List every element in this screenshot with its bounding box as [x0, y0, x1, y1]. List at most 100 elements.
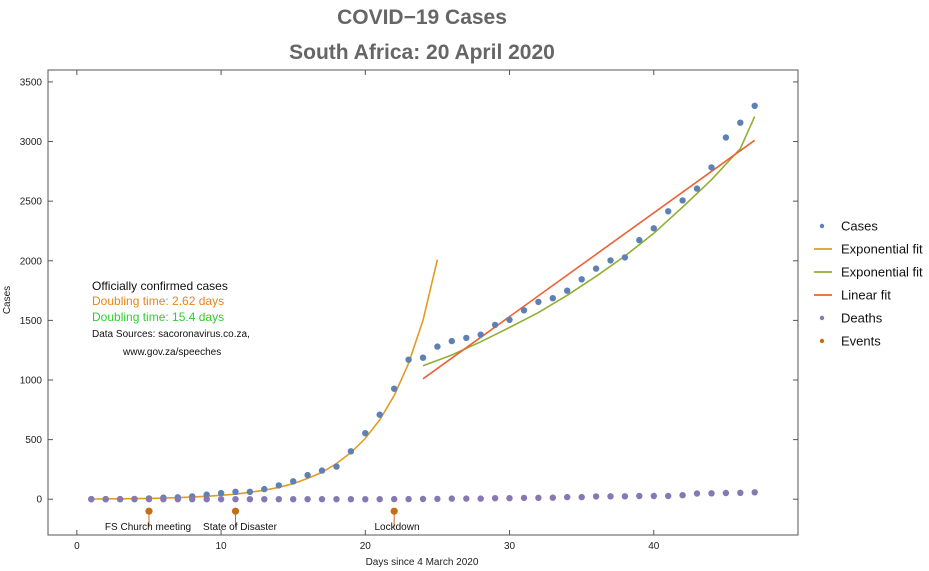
point-cases: [391, 385, 398, 392]
axis-ticks: 0 10 20 30 40 0 500 1000 1500 2000 2500 3000 3500: [20, 70, 798, 552]
point-deaths: [665, 492, 672, 500]
point-cases: [737, 119, 744, 126]
chart-title: COVID−19 Cases: [337, 6, 507, 29]
point-deaths: [636, 492, 643, 500]
point-cases: [261, 485, 268, 493]
legend-label-deaths: Deaths: [841, 311, 883, 326]
point-deaths: [131, 496, 138, 503]
point-deaths: [607, 493, 614, 500]
point-cases: [246, 488, 254, 495]
point-cases: [203, 491, 210, 498]
point-deaths: [318, 496, 326, 503]
point-deaths: [506, 495, 513, 502]
point-cases: [463, 334, 470, 342]
point-deaths: [737, 489, 744, 496]
point-cases: [592, 265, 600, 272]
point-deaths: [333, 496, 340, 503]
point-cases: [636, 236, 643, 244]
point-deaths: [693, 490, 701, 497]
series-line-exponential-fit-2: [422, 116, 756, 367]
point-deaths: [189, 496, 196, 503]
point-cases: [708, 164, 715, 171]
point-deaths: [535, 494, 542, 501]
y-tick-label: 2500: [20, 197, 43, 208]
point-cases: [217, 489, 225, 497]
point-deaths: [275, 496, 282, 503]
point-cases: [693, 185, 701, 192]
point-deaths: [160, 496, 167, 503]
point-deaths: [203, 496, 210, 503]
plot-frame: [47, 69, 799, 536]
point-cases: [376, 411, 383, 418]
point-cases: [722, 134, 730, 141]
point-cases: [448, 337, 455, 345]
legend-label-linear-fit: Linear fit: [841, 288, 891, 303]
point-cases: [405, 356, 412, 363]
y-axis-label: Cases: [2, 286, 13, 314]
y-tick-label: 1500: [20, 316, 43, 327]
point-deaths: [232, 496, 239, 503]
point-deaths: [751, 489, 758, 496]
legend-marker-events: [819, 338, 825, 344]
point-cases: [434, 343, 441, 350]
point-deaths: [679, 492, 686, 499]
point-deaths: [650, 492, 657, 500]
event-label-fs-church-meeting: FS Church meeting: [105, 522, 191, 533]
point-deaths: [261, 496, 268, 503]
point-deaths: [145, 496, 153, 503]
point-cases: [347, 448, 355, 455]
point-deaths: [592, 493, 600, 500]
point-cases: [751, 102, 758, 110]
event-labels: FS Church meeting State of Disaster Lockdo…: [105, 511, 420, 533]
legend: Cases Exponential fit Exponential fit Linea…: [814, 219, 923, 349]
point-cases: [477, 331, 484, 338]
point-cases: [578, 276, 585, 283]
point-cases: [607, 257, 614, 264]
point-cases: [679, 197, 686, 204]
point-deaths: [520, 494, 528, 502]
point-deaths: [434, 495, 441, 503]
point-cases: [621, 254, 629, 261]
legend-label-events: Events: [841, 334, 881, 349]
series-line-linear-fit-3: [422, 139, 756, 380]
point-cases: [665, 208, 672, 215]
annotation-data-sources-2: www.gov.za/speeches: [122, 347, 221, 358]
x-tick-label: 0: [74, 541, 80, 552]
x-tick-label: 20: [360, 541, 372, 552]
point-deaths: [448, 495, 455, 502]
point-deaths: [708, 490, 715, 497]
point-cases: [549, 295, 556, 302]
point-cases: [318, 467, 326, 474]
point-deaths: [102, 496, 109, 503]
legend-marker-deaths: [819, 315, 825, 321]
event-label-lockdown: Lockdown: [374, 522, 419, 533]
x-tick-label: 10: [216, 541, 228, 552]
y-tick-label: 0: [36, 495, 42, 506]
point-deaths: [419, 495, 427, 503]
point-cases: [333, 463, 340, 470]
point-deaths: [174, 496, 181, 503]
point-deaths: [304, 496, 311, 503]
point-cases: [535, 298, 542, 306]
data-points: [88, 102, 758, 515]
point-cases: [564, 287, 571, 294]
event-label-state-of-disaster: State of Disaster: [203, 522, 278, 533]
annotation-doubling-slow: Doubling time: 15.4 days: [92, 310, 224, 324]
point-deaths: [217, 496, 225, 503]
y-tick-label: 2000: [20, 256, 43, 267]
y-tick-label: 500: [25, 435, 42, 446]
legend-label-exponential-fit: Exponential fit: [841, 265, 923, 280]
annotation-doubling-fast: Doubling time: 2.62 days: [92, 294, 224, 308]
point-deaths: [362, 496, 369, 503]
legend-marker-cases: [819, 223, 825, 229]
annotation-officially-confirmed: Officially confirmed cases: [92, 279, 228, 293]
chart-subtitle: South Africa: 20 April 2020: [289, 41, 555, 64]
x-tick-label: 30: [504, 541, 516, 552]
point-deaths: [290, 496, 297, 503]
y-tick-label: 1000: [20, 376, 43, 387]
point-cases: [232, 488, 239, 495]
point-deaths: [722, 489, 730, 497]
point-deaths: [564, 493, 571, 501]
annotation-data-sources: Data Sources: sacoronavirus.co.za,: [92, 329, 250, 340]
